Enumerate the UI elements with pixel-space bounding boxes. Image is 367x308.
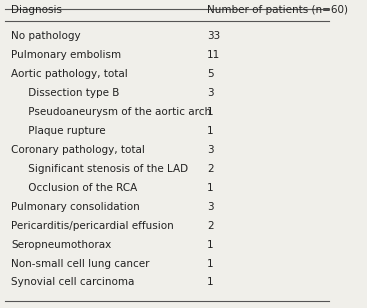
Text: Number of patients (n=60): Number of patients (n=60): [207, 5, 348, 15]
Text: Coronary pathology, total: Coronary pathology, total: [11, 145, 145, 155]
Text: Significant stenosis of the LAD: Significant stenosis of the LAD: [25, 164, 188, 174]
Text: Seropneumothorax: Seropneumothorax: [11, 240, 112, 250]
Text: 3: 3: [207, 145, 214, 155]
Text: 5: 5: [207, 69, 214, 79]
Text: 1: 1: [207, 240, 214, 250]
Text: Pseudoaneurysm of the aortic arch: Pseudoaneurysm of the aortic arch: [25, 107, 211, 117]
Text: Synovial cell carcinoma: Synovial cell carcinoma: [11, 278, 135, 287]
Text: 1: 1: [207, 107, 214, 117]
Text: 1: 1: [207, 126, 214, 136]
Text: 11: 11: [207, 51, 220, 60]
Text: 33: 33: [207, 31, 220, 42]
Text: 3: 3: [207, 202, 214, 212]
Text: 2: 2: [207, 221, 214, 231]
Text: Pulmonary embolism: Pulmonary embolism: [11, 51, 121, 60]
Text: Diagnosis: Diagnosis: [11, 5, 62, 15]
Text: Aortic pathology, total: Aortic pathology, total: [11, 69, 128, 79]
Text: 3: 3: [207, 88, 214, 98]
Text: Plaque rupture: Plaque rupture: [25, 126, 105, 136]
Text: 1: 1: [207, 259, 214, 269]
Text: 1: 1: [207, 183, 214, 193]
Text: Pulmonary consolidation: Pulmonary consolidation: [11, 202, 140, 212]
Text: No pathology: No pathology: [11, 31, 81, 42]
Text: Pericarditis/pericardial effusion: Pericarditis/pericardial effusion: [11, 221, 174, 231]
Text: Occlusion of the RCA: Occlusion of the RCA: [25, 183, 137, 193]
Text: Dissection type B: Dissection type B: [25, 88, 119, 98]
Text: 2: 2: [207, 164, 214, 174]
Text: 1: 1: [207, 278, 214, 287]
Text: Non-small cell lung cancer: Non-small cell lung cancer: [11, 259, 150, 269]
